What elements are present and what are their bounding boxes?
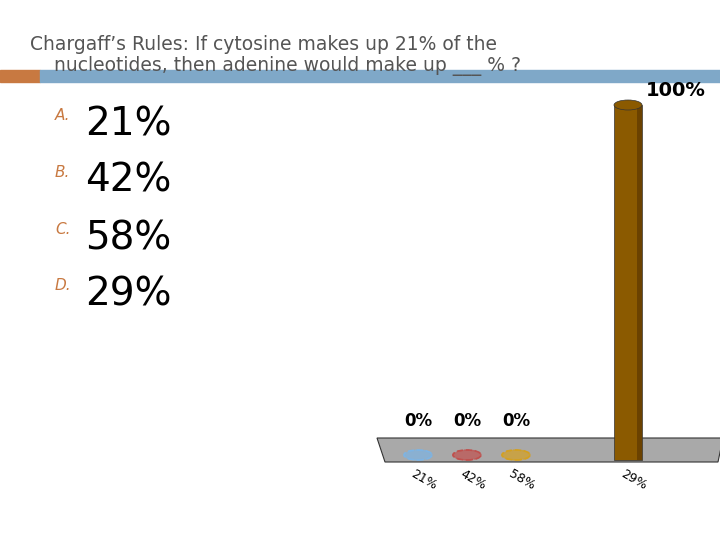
Text: 58%: 58% <box>507 467 537 492</box>
Polygon shape <box>377 438 720 462</box>
Text: 42%: 42% <box>85 162 171 200</box>
Ellipse shape <box>404 450 432 460</box>
Text: 58%: 58% <box>85 219 171 257</box>
Text: 0%: 0% <box>502 412 530 430</box>
Text: nucleotides, then adenine would make up ___ % ?: nucleotides, then adenine would make up … <box>30 56 521 76</box>
Text: B.: B. <box>55 165 71 180</box>
Ellipse shape <box>614 100 642 110</box>
Text: 29%: 29% <box>85 275 171 313</box>
Ellipse shape <box>502 450 530 460</box>
Text: D.: D. <box>55 278 71 293</box>
Text: 100%: 100% <box>646 81 706 100</box>
Text: Chargaff’s Rules: If cytosine makes up 21% of the: Chargaff’s Rules: If cytosine makes up 2… <box>30 35 497 54</box>
Bar <box>614 105 642 460</box>
Text: 42%: 42% <box>458 467 488 492</box>
Ellipse shape <box>453 450 481 460</box>
Bar <box>40 70 720 82</box>
Text: A.: A. <box>55 108 71 123</box>
Bar <box>0 70 40 82</box>
Text: 21%: 21% <box>85 105 171 143</box>
Text: C.: C. <box>55 222 71 237</box>
Text: 0%: 0% <box>453 412 481 430</box>
Text: 0%: 0% <box>404 412 432 430</box>
Bar <box>637 105 642 460</box>
Text: 29%: 29% <box>618 467 649 492</box>
Text: 21%: 21% <box>409 467 439 492</box>
